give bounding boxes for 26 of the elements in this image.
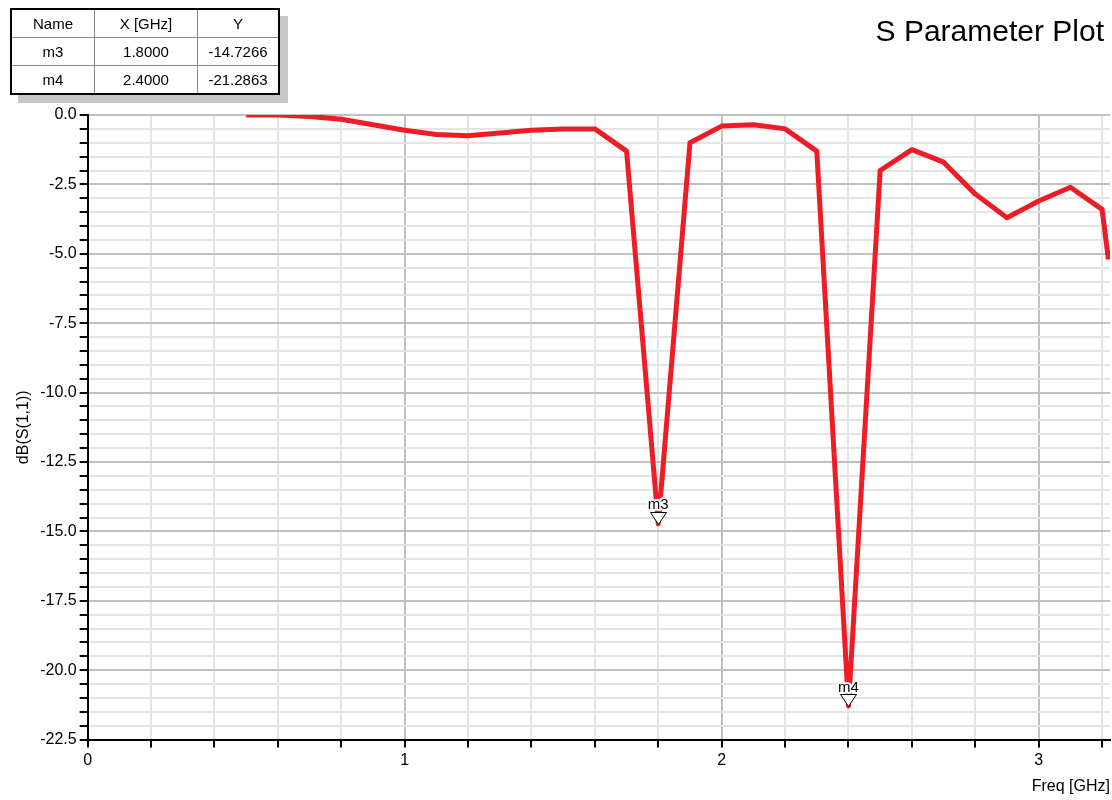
y-tick-label: -15.0 (40, 521, 77, 539)
text: Y (197, 9, 279, 38)
text: -14.7266 (197, 37, 279, 66)
text: Name (11, 9, 95, 38)
y-tick-label: -20.0 (40, 660, 77, 678)
y-tick-label: -5.0 (49, 244, 77, 262)
y-tick-label: -22.5 (40, 730, 77, 748)
y-tick-label: -10.0 (40, 383, 77, 401)
y-tick-label: -2.5 (49, 174, 77, 192)
y-tick-label: 0.0 (54, 105, 77, 123)
chart-title: S Parameter Plot (875, 14, 1104, 48)
x-axis-title: Freq [GHz] (1031, 776, 1110, 794)
text: X [GHz] (94, 9, 198, 38)
text: -21.2863 (197, 65, 279, 94)
x-tick-label: 0 (83, 750, 93, 768)
y-axis-title: dB(S(1,1)) (14, 390, 32, 465)
text: m3 (11, 37, 95, 66)
x-tick-label: 1 (400, 750, 410, 768)
y-tick-label: -7.5 (49, 313, 77, 331)
text: m4 (11, 65, 95, 94)
text: 1.8000 (94, 37, 198, 66)
text: 2.4000 (94, 65, 198, 94)
y-tick-label: -17.5 (40, 591, 77, 609)
y-tick-label: -12.5 (40, 452, 77, 470)
x-tick-label: 3 (1034, 750, 1044, 768)
x-tick-label: 2 (717, 750, 727, 768)
